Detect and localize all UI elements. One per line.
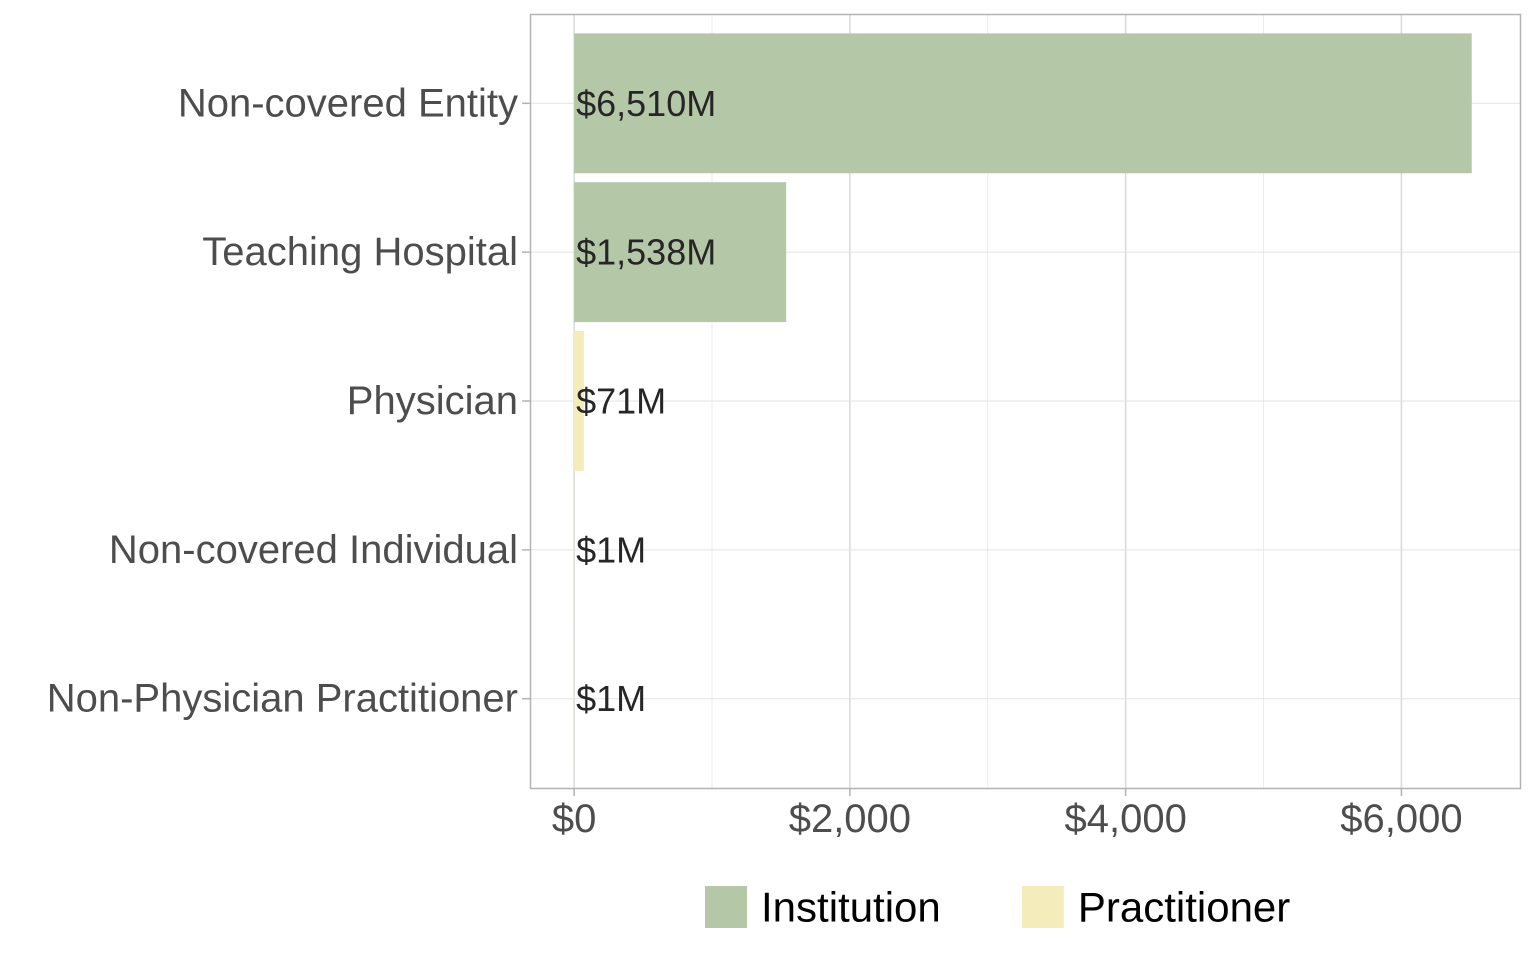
data-label: $1M — [576, 678, 646, 719]
legend-swatch — [1021, 886, 1064, 928]
data-label: $1M — [576, 529, 646, 570]
y-tick-label: Non-covered Individual — [109, 528, 518, 572]
legend: Institution Practitioner — [705, 884, 1290, 931]
y-tick-label: Non-Physician Practitioner — [47, 677, 518, 721]
y-tick-label: Teaching Hospital — [202, 230, 518, 274]
x-tick-label: $2,000 — [789, 797, 911, 841]
x-tick-label: $4,000 — [1064, 797, 1186, 841]
data-label: $1,538M — [576, 232, 716, 273]
data-label: $6,510M — [576, 83, 716, 124]
plot-panel-border — [529, 13, 1522, 790]
y-tick-label: Non-covered Entity — [178, 81, 518, 125]
data-label: $71M — [576, 381, 666, 422]
legend-swatch — [705, 886, 748, 928]
bar-teaching-hospital — [574, 182, 787, 323]
bar-physician — [574, 331, 584, 471]
legend-label: Practitioner — [1078, 884, 1290, 931]
x-tick-label: $0 — [552, 797, 597, 841]
bar-non-covered-entity — [574, 33, 1472, 174]
legend-label: Institution — [761, 884, 941, 931]
x-tick-label: $6,000 — [1340, 797, 1462, 841]
bars — [574, 33, 1472, 769]
y-tick-label: Physician — [347, 379, 518, 423]
data-labels: $6,510M $1,538M $71M $1M $1M — [576, 83, 716, 719]
axes: Non-covered Entity Teaching Hospital Physi… — [47, 81, 1463, 841]
